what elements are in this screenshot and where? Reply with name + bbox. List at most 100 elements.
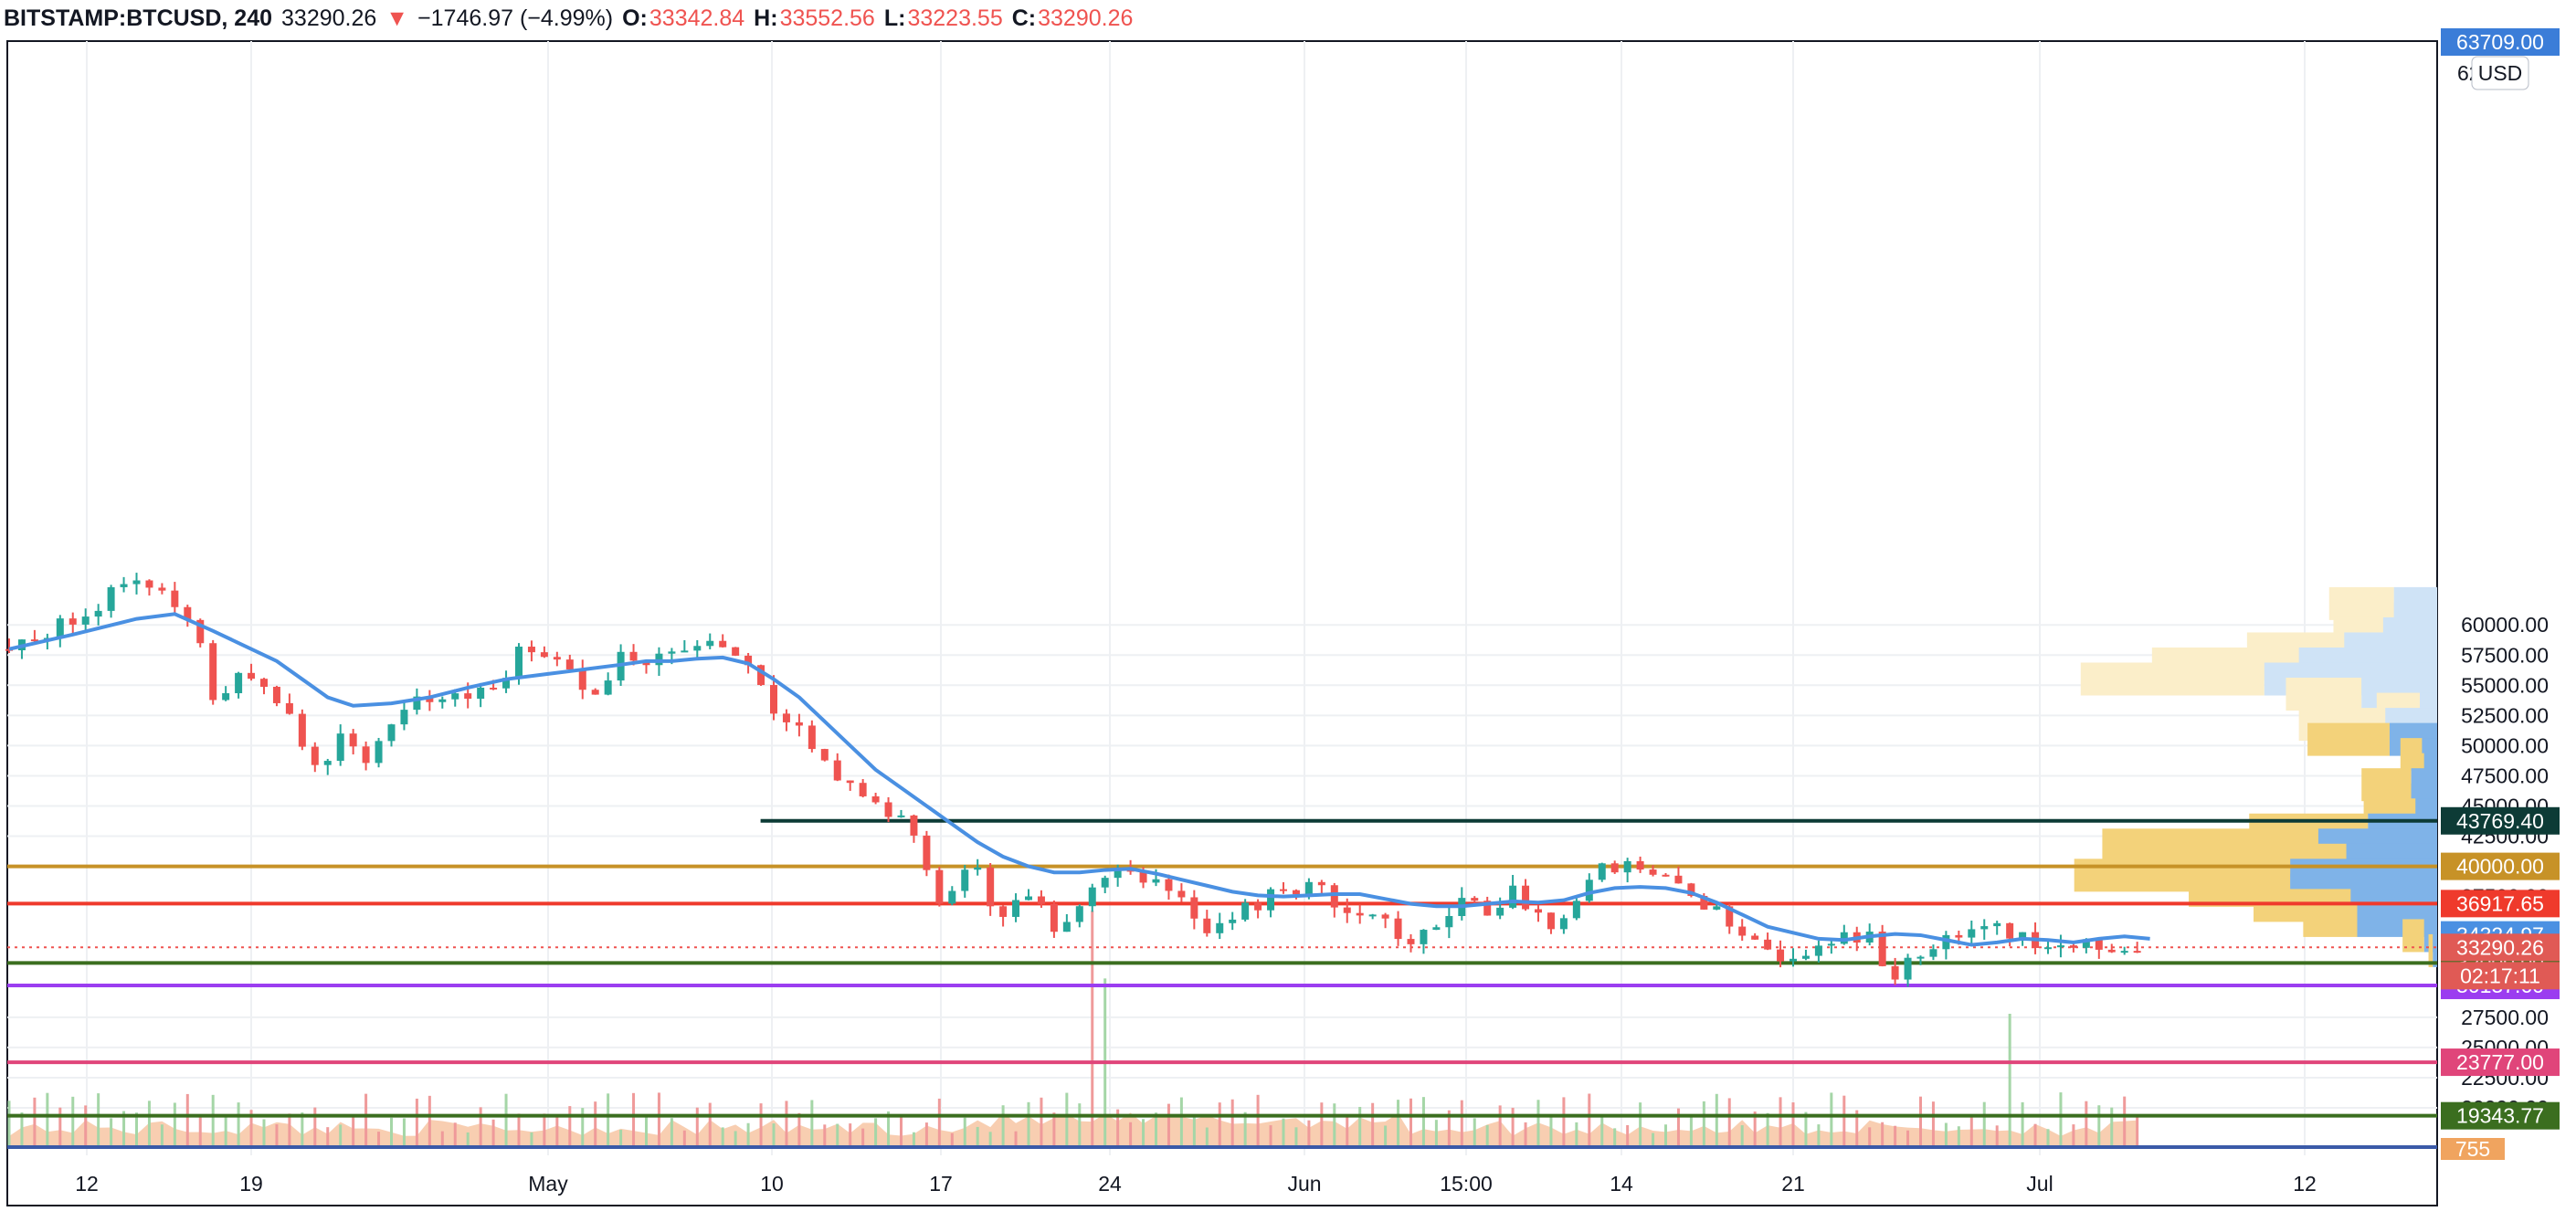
- volume-bar: [861, 1128, 865, 1147]
- candle-body: [987, 867, 995, 907]
- candle-body: [1891, 965, 1899, 980]
- candle-body: [770, 685, 777, 714]
- candle-body: [961, 869, 969, 891]
- candle-body: [1509, 885, 1517, 908]
- candle-body: [1445, 915, 1453, 928]
- candle-body: [1343, 907, 1351, 913]
- volume-bar: [1155, 1112, 1157, 1147]
- candle-body: [935, 869, 944, 904]
- volume-bar: [352, 1114, 355, 1147]
- candle-body: [1317, 881, 1325, 886]
- volume-bar: [1919, 1096, 1922, 1147]
- grid-lines: [7, 41, 2437, 1155]
- volume-bar: [555, 1116, 559, 1147]
- candle-body: [527, 647, 535, 653]
- top-price-tag: 63709.00: [2456, 30, 2544, 54]
- candle-body: [1662, 874, 1670, 877]
- volume-bar: [288, 1113, 291, 1147]
- candle-body: [1585, 880, 1593, 901]
- volume-bar: [1779, 1097, 1782, 1147]
- candle-body: [1407, 939, 1415, 944]
- profile-bar-up: [2303, 903, 2358, 937]
- volume-tag: 755: [2455, 1137, 2490, 1161]
- volume-bar: [2110, 1107, 2114, 1147]
- volume-bar: [670, 1118, 673, 1147]
- time-tick-label: 19: [239, 1172, 263, 1196]
- time-tick-label: Jul: [2026, 1172, 2053, 1196]
- candle-body: [693, 646, 702, 651]
- candle-body: [1203, 918, 1211, 933]
- profile-bar-up: [2307, 722, 2390, 756]
- candle-body: [362, 746, 370, 764]
- volume-bar: [2059, 1092, 2063, 1147]
- time-tick-label: May: [528, 1172, 568, 1196]
- volume-bar: [1243, 1111, 1247, 1147]
- volume-bar: [1014, 1131, 1018, 1147]
- candle-body: [706, 640, 714, 647]
- volume-bar: [377, 1132, 381, 1147]
- volume-bar: [1791, 1102, 1795, 1147]
- candle-body: [1152, 879, 1160, 883]
- volume-bar: [1855, 1110, 1859, 1147]
- time-axis[interactable]: 12 19 May 10 17 24 Jun 15:00 14 21 Jul 12: [75, 1172, 2317, 1196]
- candle-body: [1050, 903, 1058, 932]
- candle-body: [30, 639, 38, 642]
- candle-body: [1522, 885, 1530, 910]
- volume-bar: [402, 1118, 406, 1147]
- volume-bar: [734, 1131, 737, 1147]
- volume-bar: [185, 1093, 189, 1147]
- volume-bar: [1766, 1112, 1769, 1147]
- candle-body: [1789, 958, 1797, 962]
- volume-bar: [1727, 1098, 1731, 1147]
- volume-bar: [2033, 1123, 2037, 1147]
- candle-body: [897, 815, 905, 817]
- level-tag-box: [2441, 852, 2560, 880]
- volume-bar: [1371, 1102, 1375, 1147]
- candle-body: [184, 606, 192, 620]
- level-tag: 23777.00: [2456, 1050, 2544, 1074]
- candle-body: [833, 760, 841, 781]
- volume-bar: [976, 1126, 979, 1147]
- volume-bar: [1536, 1100, 1540, 1147]
- candle-body: [1674, 875, 1683, 884]
- candle-body: [2107, 949, 2116, 953]
- candle-body: [1304, 881, 1313, 895]
- volume-bar: [1715, 1093, 1718, 1147]
- volume-bar: [517, 1113, 521, 1147]
- time-tick-label: 12: [75, 1172, 99, 1196]
- volume-bar: [135, 1112, 138, 1147]
- time-tick-label: 17: [929, 1172, 953, 1196]
- volume-bar: [1346, 1114, 1349, 1147]
- candle-body: [1292, 890, 1300, 895]
- candle-body: [1827, 943, 1835, 946]
- candle-body: [1904, 957, 1912, 980]
- horizontal-levels[interactable]: [7, 818, 2437, 1149]
- candle-body: [1330, 885, 1338, 908]
- candle-body: [1025, 896, 1032, 901]
- volume-bar: [1116, 1109, 1120, 1147]
- price-tick-label: 60000.00: [2461, 613, 2549, 637]
- candle-body: [1190, 897, 1198, 919]
- symbol-label[interactable]: BITSTAMP:BTCUSD, 240: [4, 5, 273, 31]
- volume-bar: [1001, 1105, 1005, 1147]
- volume-bar: [1842, 1095, 1846, 1147]
- candle-body: [604, 680, 612, 695]
- volume-bar: [313, 1107, 317, 1147]
- candle-body: [1700, 895, 1708, 910]
- volume-bar: [58, 1107, 62, 1147]
- volume-bar: [1320, 1102, 1324, 1147]
- volume-bar: [275, 1124, 279, 1147]
- volume-bar: [568, 1106, 572, 1147]
- volume-bar: [364, 1093, 368, 1147]
- currency-label: USD: [2478, 61, 2523, 85]
- price-change: −1746.97 (−4.99%): [417, 5, 614, 31]
- volume-bar: [1397, 1100, 1400, 1147]
- candle-body: [1088, 887, 1096, 907]
- candle-body: [107, 586, 115, 611]
- candle-body: [171, 590, 179, 607]
- level-tag: 36917.65: [2456, 891, 2544, 915]
- currency-badge[interactable]: USD: [2471, 56, 2529, 90]
- profile-bar-down: [2433, 933, 2437, 967]
- volume-bar: [1562, 1097, 1566, 1147]
